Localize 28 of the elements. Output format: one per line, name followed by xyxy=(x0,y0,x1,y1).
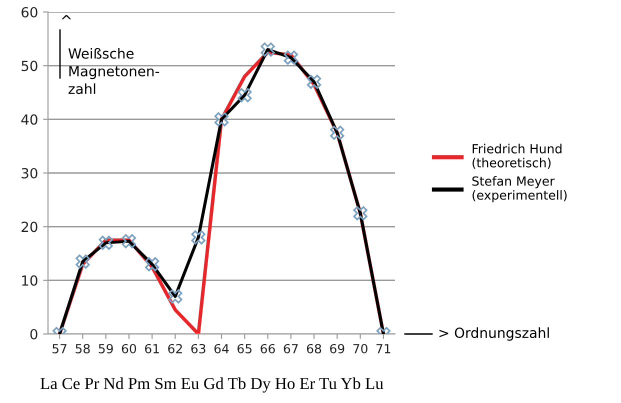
legend-label: Friedrich Hund (theoretisch) xyxy=(472,144,562,169)
x-tick-label: 70 xyxy=(353,344,368,354)
x-tick-label: 61 xyxy=(145,344,159,354)
y-tick-label: 30 xyxy=(22,168,38,178)
x-tick-label: 67 xyxy=(284,344,298,354)
y-tick-label: 0 xyxy=(30,328,38,340)
text: > Ordnungszahl xyxy=(439,327,549,341)
x-tick-label: 65 xyxy=(238,344,252,354)
y-tick-label: 40 xyxy=(21,114,38,125)
x-tick-label: 71 xyxy=(376,344,390,354)
x-tick-label: 69 xyxy=(330,344,344,354)
y-tick-label: 20 xyxy=(22,222,38,232)
y-tick-label: 10 xyxy=(22,275,38,286)
x-tick-label: 58 xyxy=(76,344,90,354)
x-tick-label: 57 xyxy=(52,344,66,354)
annotation: Weißsche Magnetonen- zahl xyxy=(68,48,160,94)
x-tick-label: 63 xyxy=(191,344,206,354)
x-tick-label: 59 xyxy=(98,344,113,354)
legend-label: Stefan Meyer (experimentell) xyxy=(472,176,567,202)
x-tick-label: 68 xyxy=(306,344,322,354)
y-tick-label: 60 xyxy=(22,6,38,18)
annotation: ^ xyxy=(62,15,72,20)
y-tick-label: 50 xyxy=(22,60,38,72)
x-tick-label: 66 xyxy=(260,344,275,354)
x-tick-label: 60 xyxy=(122,344,136,354)
x-tick-label: 64 xyxy=(214,344,229,354)
x-tick-label: 62 xyxy=(168,344,182,354)
text: La Ce Pr Nd Pm Sm Eu Gd Tb Dy Ho Er Tu Yb Lu xyxy=(40,377,384,393)
